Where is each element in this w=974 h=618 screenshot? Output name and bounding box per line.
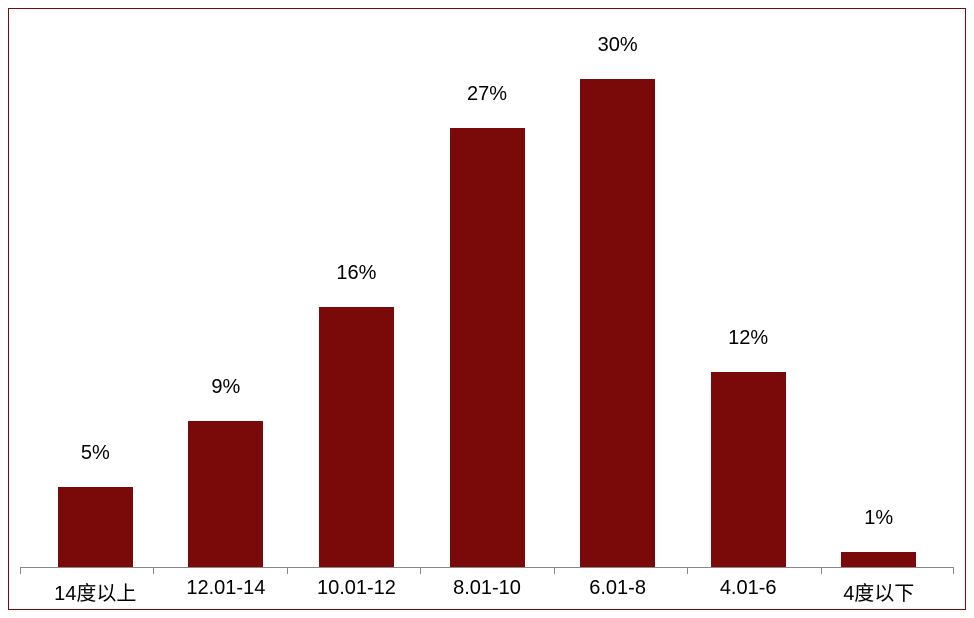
axis-tick xyxy=(153,568,154,574)
axis-tick xyxy=(821,568,822,574)
x-axis-label: 4度以下 xyxy=(813,577,944,606)
bar-group: 12% xyxy=(683,30,814,568)
bar-value-label: 30% xyxy=(598,34,638,57)
x-axis-label: 8.01-10 xyxy=(422,577,553,606)
axis-tick xyxy=(554,568,555,574)
bar xyxy=(841,552,916,568)
bar xyxy=(711,372,786,568)
x-axis-label: 10.01-12 xyxy=(291,577,422,606)
axis-tick xyxy=(953,568,954,574)
bar-value-label: 5% xyxy=(81,442,110,465)
bar xyxy=(580,79,655,568)
bar xyxy=(319,307,394,568)
plot-area: 5% 9% 16% 27% 30% 12% 1% xyxy=(20,30,954,568)
x-axis-baseline xyxy=(20,567,954,568)
axis-tick xyxy=(287,568,288,574)
bar-group: 5% xyxy=(30,30,161,568)
bar xyxy=(58,487,133,569)
bars-wrapper: 5% 9% 16% 27% 30% 12% 1% xyxy=(20,30,954,568)
bar-group: 16% xyxy=(291,30,422,568)
x-axis-label: 6.01-8 xyxy=(552,577,683,606)
bar-group: 27% xyxy=(422,30,553,568)
bar-value-label: 12% xyxy=(728,327,768,350)
x-axis-labels: 14度以上12.01-1410.01-128.01-106.01-84.01-6… xyxy=(20,577,954,606)
x-axis-label: 14度以上 xyxy=(30,577,161,606)
bar xyxy=(188,421,263,568)
axis-tick xyxy=(20,568,21,574)
axis-tick xyxy=(420,568,421,574)
bar-group: 9% xyxy=(161,30,292,568)
axis-tick xyxy=(687,568,688,574)
chart-container: 5% 9% 16% 27% 30% 12% 1% 14度以上12.01-1410.01-12… xyxy=(0,0,974,618)
bar-group: 1% xyxy=(813,30,944,568)
bar-value-label: 9% xyxy=(211,376,240,399)
x-axis-label: 12.01-14 xyxy=(161,577,292,606)
bar-group: 30% xyxy=(552,30,683,568)
x-axis-label: 4.01-6 xyxy=(683,577,814,606)
bar-value-label: 16% xyxy=(336,262,376,285)
bar-value-label: 27% xyxy=(467,83,507,106)
bar-value-label: 1% xyxy=(864,507,893,530)
bar xyxy=(450,128,525,568)
